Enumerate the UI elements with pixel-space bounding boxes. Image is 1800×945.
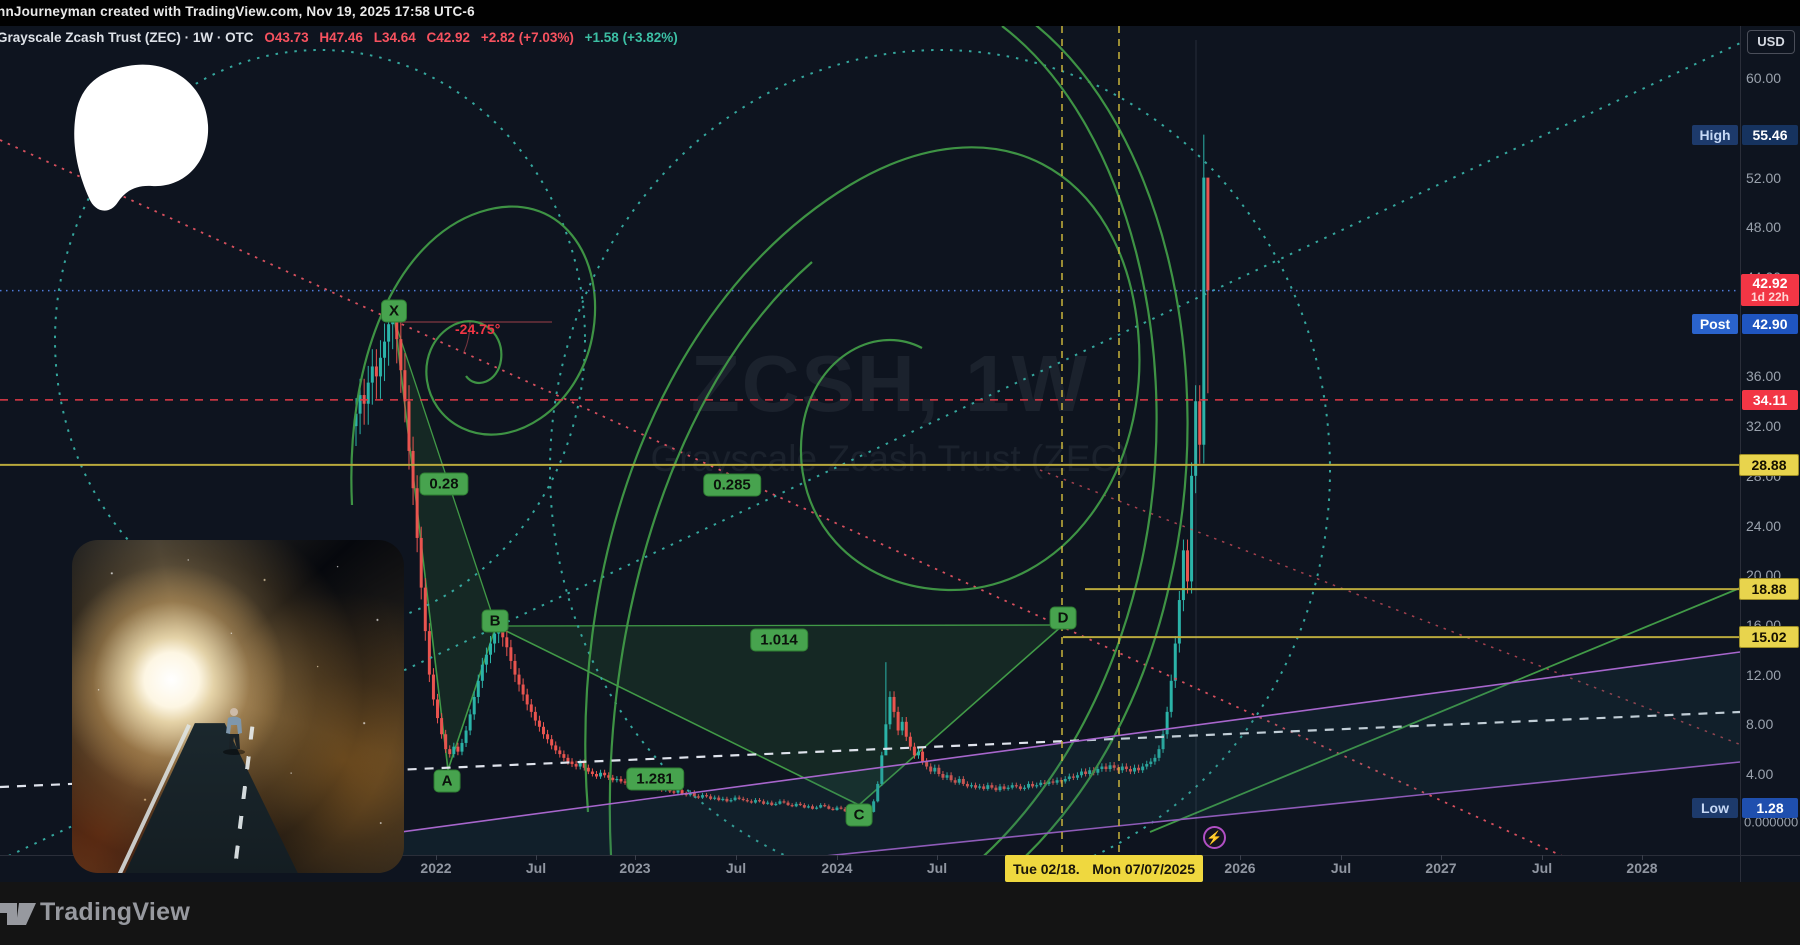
price-label-value: 28.88 xyxy=(1739,453,1799,476)
vertical-date-lines[interactable] xyxy=(1061,26,1120,855)
footer-bar: TradingView xyxy=(0,882,1800,945)
time-tick-notch xyxy=(1341,855,1342,860)
symbol-legend[interactable]: Grayscale Zcash Trust (ZEC) · 1W · OTC O… xyxy=(0,30,685,45)
time-tick-notch xyxy=(1542,855,1543,860)
currency-toggle-button[interactable]: USD xyxy=(1747,30,1795,54)
time-tick-notch xyxy=(1441,855,1442,860)
price-tick-zero[interactable]: 0.000000 xyxy=(1744,814,1799,830)
time-tick[interactable]: 2027 xyxy=(1425,860,1457,876)
cosmic-tunnel-image xyxy=(72,540,404,873)
angle-arc xyxy=(463,321,471,353)
price-label-value: 55.46 xyxy=(1742,124,1798,145)
lightning-glyph: ⚡ xyxy=(1206,830,1223,845)
green-trendline[interactable] xyxy=(1149,587,1740,833)
creator-logo-blob xyxy=(66,58,216,225)
time-tick-notch xyxy=(1642,855,1643,860)
pattern-point-c[interactable]: C xyxy=(845,803,873,827)
pattern-point-a[interactable]: A xyxy=(433,769,461,793)
price-tick[interactable]: 24.00 xyxy=(1746,517,1782,534)
pattern-ratio-label[interactable]: 1.014 xyxy=(750,628,808,652)
trend-angle-line[interactable] xyxy=(0,139,1800,945)
pattern-fill-xab xyxy=(395,322,496,770)
trend-angle-label[interactable]: -24.75° xyxy=(455,321,501,337)
time-tick[interactable]: 2022 xyxy=(420,860,452,876)
pattern-leg-bd[interactable] xyxy=(495,624,1064,627)
price-tick[interactable]: 8.00 xyxy=(1746,716,1774,733)
time-tick[interactable]: Jul xyxy=(926,860,948,876)
price-tick[interactable]: 60.00 xyxy=(1746,70,1782,87)
pattern-point-x[interactable]: X xyxy=(380,299,408,323)
price-label-value: 15.02 xyxy=(1739,626,1799,649)
date-range-highlight[interactable]: Tue 02/18. Mon 07/07/2025 xyxy=(1005,855,1203,882)
time-tick-notch xyxy=(635,855,636,860)
time-axis-border xyxy=(0,855,1800,856)
pattern-point-b[interactable]: B xyxy=(481,609,509,633)
time-tick[interactable]: Jul xyxy=(1531,860,1553,876)
time-tick-notch xyxy=(436,855,437,860)
post-change-value: +1.58 (+3.82%) xyxy=(584,30,678,45)
price-label-value: 34.11 xyxy=(1742,389,1798,410)
change-value: +2.82 (+7.03%) xyxy=(480,30,574,45)
pattern-ratio-label[interactable]: 1.281 xyxy=(626,767,684,791)
blob-shape xyxy=(74,64,209,211)
price-label-value: 1.28 xyxy=(1742,797,1798,818)
tradingview-brand-text[interactable]: TradingView xyxy=(40,898,191,926)
pattern-fill-bcd xyxy=(496,625,1063,805)
time-tick-notch xyxy=(736,855,737,860)
time-tick-notch xyxy=(837,855,838,860)
price-tick[interactable]: 32.00 xyxy=(1746,418,1782,435)
pattern-ratio-label[interactable]: 0.28 xyxy=(419,472,469,496)
time-tick[interactable]: Jul xyxy=(1330,860,1352,876)
pattern-ratio-label[interactable]: 0.285 xyxy=(703,473,761,497)
price-tick[interactable]: 52.00 xyxy=(1746,169,1782,186)
dotted-circle-large[interactable] xyxy=(549,49,1331,890)
channel-fill xyxy=(342,652,1740,855)
price-tick[interactable]: 12.00 xyxy=(1746,666,1782,683)
pattern-point-d[interactable]: D xyxy=(1049,606,1077,630)
tradingview-logo-icon[interactable] xyxy=(0,898,36,930)
walking-person xyxy=(223,707,246,755)
symbol-title[interactable]: Grayscale Zcash Trust (ZEC) · 1W · OTC xyxy=(0,30,254,45)
time-tick[interactable]: Jul xyxy=(525,860,547,876)
price-tick[interactable]: 48.00 xyxy=(1746,219,1782,236)
price-label-value: 42.90 xyxy=(1742,313,1798,334)
time-tick[interactable]: Jul xyxy=(725,860,747,876)
xabcd-pattern[interactable] xyxy=(394,321,1064,806)
fib-spiral-left[interactable] xyxy=(350,205,597,506)
time-tick-notch xyxy=(937,855,938,860)
ohlc-open: O43.73 xyxy=(264,30,309,45)
date-range-start: Tue 02/18. xyxy=(1013,860,1080,877)
ohlc-high: H47.46 xyxy=(319,30,363,45)
trend-dotted-line-2[interactable] xyxy=(1039,469,1800,768)
price-label-value: 18.88 xyxy=(1739,578,1799,601)
price-label-tag: High xyxy=(1692,124,1738,145)
attribution-text: nnJourneyman created with TradingView.co… xyxy=(0,4,475,19)
price-tick[interactable]: 36.00 xyxy=(1746,368,1782,385)
attribution-bar: nnJourneyman created with TradingView.co… xyxy=(0,0,1800,26)
time-tick[interactable]: 2026 xyxy=(1224,860,1256,876)
time-tick-notch xyxy=(1240,855,1241,860)
event-lightning-icon[interactable]: ⚡ xyxy=(1203,826,1226,849)
fib-spiral-right[interactable] xyxy=(584,22,1189,930)
price-label-tag: Low xyxy=(1692,797,1738,818)
time-tick[interactable]: 2024 xyxy=(821,860,853,876)
dotted-circle-small[interactable] xyxy=(54,49,586,631)
ohlc-low: L34.64 xyxy=(373,30,416,45)
price-label-tag: Post xyxy=(1692,313,1738,334)
time-tick-notch xyxy=(536,855,537,860)
last-price-badge: 42.92 1d 22h xyxy=(1741,274,1799,307)
price-level-lines[interactable] xyxy=(0,289,1740,639)
purple-trendline-lower[interactable] xyxy=(300,761,1740,910)
date-range-end: Mon 07/07/2025 xyxy=(1092,860,1195,877)
time-tick[interactable]: 2023 xyxy=(619,860,651,876)
purple-trendline-upper[interactable] xyxy=(355,651,1740,839)
time-tick[interactable]: 2028 xyxy=(1626,860,1658,876)
ohlc-close: C42.92 xyxy=(426,30,471,45)
price-tick[interactable]: 4.00 xyxy=(1746,766,1774,782)
